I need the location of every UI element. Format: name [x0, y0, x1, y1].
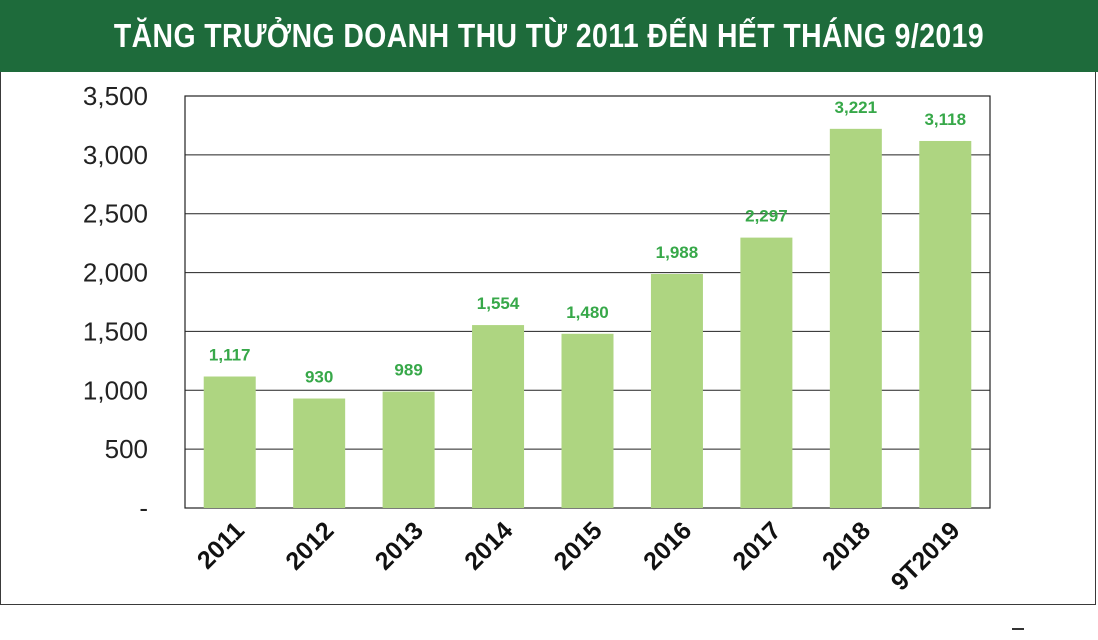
y-tick-label: 1,500	[83, 316, 148, 346]
x-tick-label: 2011	[192, 516, 250, 574]
y-tick-label: 2,500	[83, 199, 148, 229]
y-tick-label: 1,000	[83, 375, 148, 405]
bar	[203, 376, 256, 508]
data-label: 3,118	[924, 110, 966, 129]
x-tick-label: 2017	[727, 516, 786, 575]
bar	[561, 333, 614, 508]
x-tick-label: 2013	[370, 516, 429, 575]
x-tick-label: 2016	[638, 516, 697, 575]
x-tick-label: 9T2019	[886, 516, 966, 596]
data-label: 1,554	[477, 294, 520, 313]
data-label: 989	[394, 361, 422, 380]
chart-frame	[0, 0, 1096, 605]
y-tick-label: -	[139, 493, 148, 523]
x-tick-label: 2012	[280, 516, 339, 575]
y-tick-label: 500	[105, 434, 148, 464]
bar	[740, 237, 793, 508]
bar	[472, 325, 525, 508]
corner-mark	[1012, 628, 1024, 630]
data-label: 1,117	[209, 346, 251, 365]
x-tick-label: 2014	[459, 516, 518, 575]
data-label: 930	[305, 368, 333, 387]
data-label: 2,297	[745, 207, 788, 226]
x-tick-label: 2015	[549, 516, 608, 575]
data-label: 3,221	[835, 98, 878, 117]
chart-title: TĂNG TRƯỞNG DOANH THU TỪ 2011 ĐẾN HẾT TH…	[113, 17, 985, 54]
bar	[829, 128, 882, 508]
data-label: 1,988	[656, 243, 699, 262]
bar	[382, 391, 435, 508]
x-tick-label: 2018	[817, 516, 876, 575]
bar	[919, 140, 972, 508]
y-tick-label: 3,000	[83, 140, 148, 170]
y-tick-label: 2,000	[83, 258, 148, 288]
chart-header: TĂNG TRƯỞNG DOANH THU TỪ 2011 ĐẾN HẾT TH…	[0, 0, 1098, 72]
bar	[293, 398, 346, 508]
bar	[650, 273, 703, 508]
data-label: 1,480	[566, 303, 609, 322]
y-tick-label: 3,500	[83, 81, 148, 111]
